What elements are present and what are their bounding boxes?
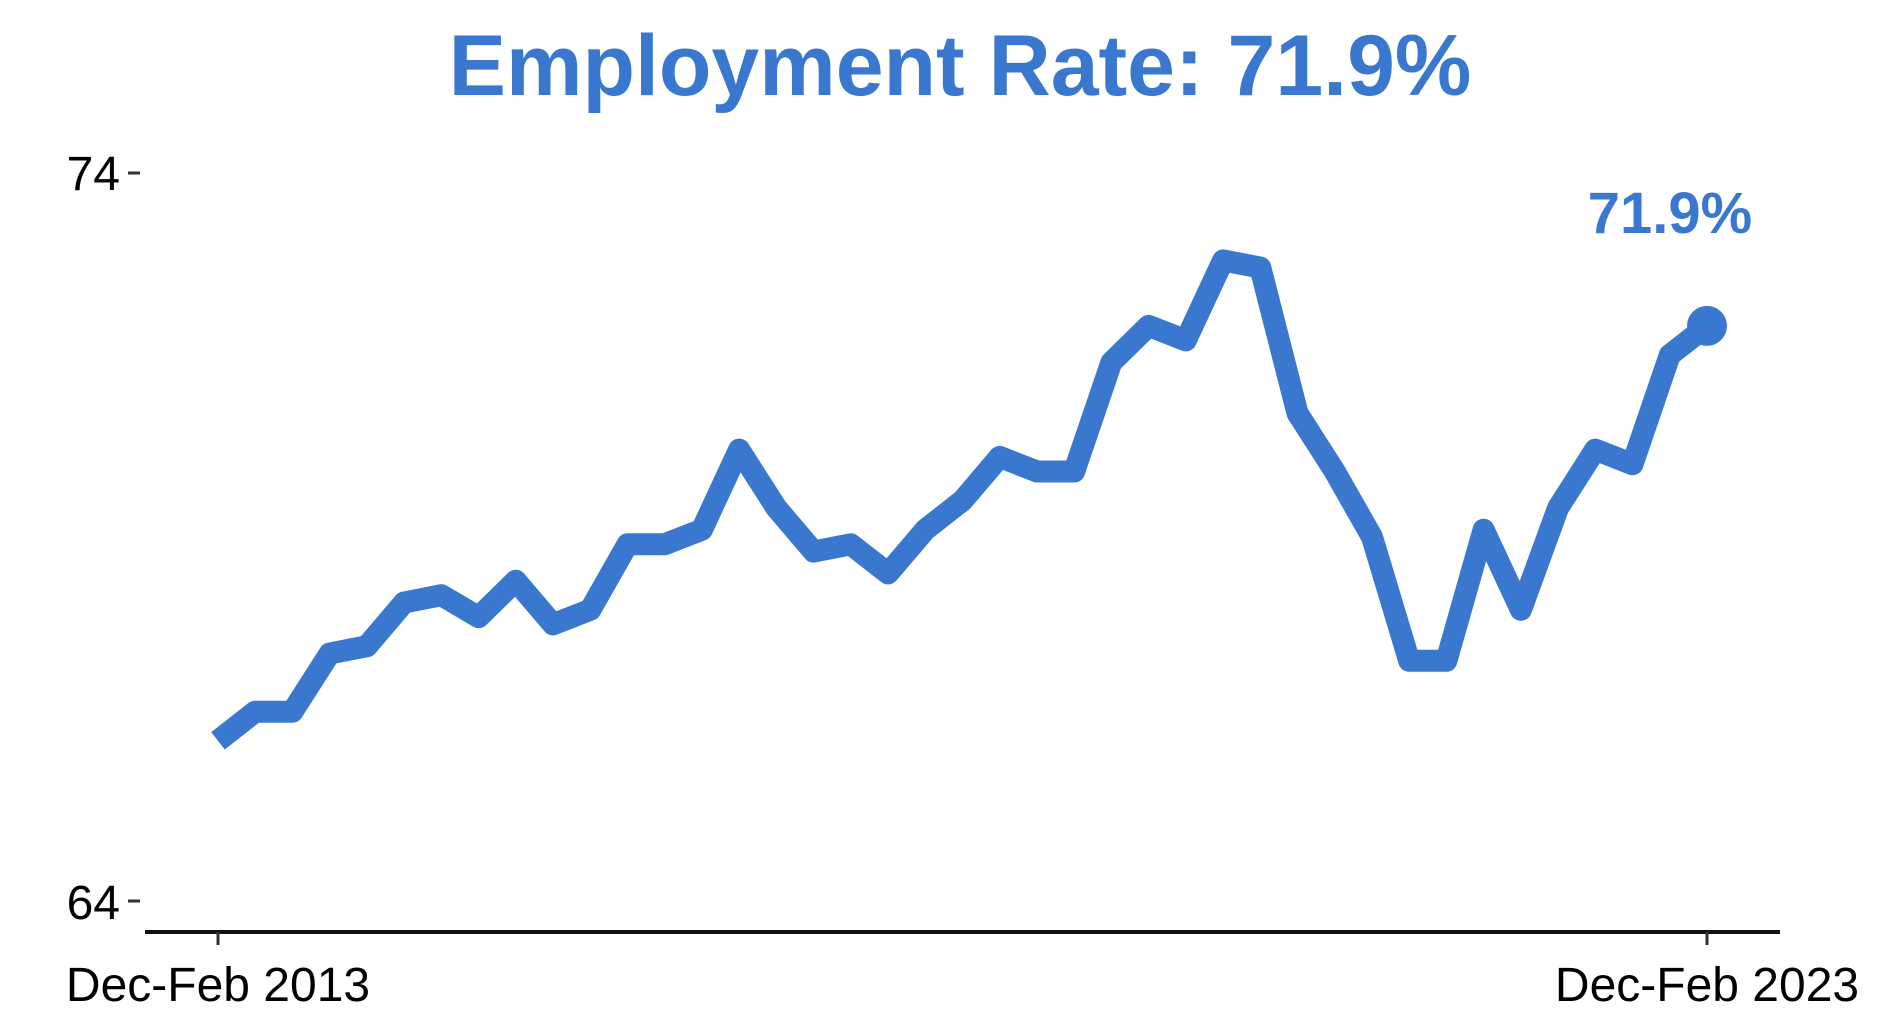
chart-title: Employment Rate: 71.9% <box>449 18 1472 114</box>
end-point-marker <box>1687 305 1727 346</box>
x-tick-label: Dec-Feb 2013 <box>66 959 370 1012</box>
x-tick-label: Dec-Feb 2023 <box>1555 959 1859 1012</box>
end-value-label: 71.9% <box>1588 181 1752 246</box>
y-tick-label: 74 <box>67 148 120 201</box>
y-tick-label: 64 <box>67 877 120 930</box>
